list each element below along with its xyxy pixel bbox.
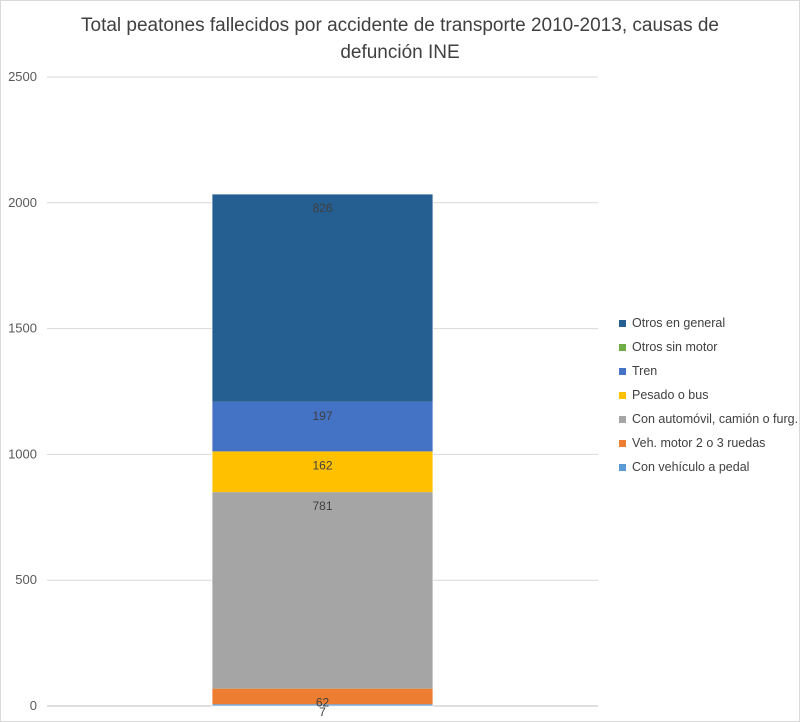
legend-item: Tren — [619, 359, 799, 383]
y-tick-label: 2500 — [8, 69, 37, 84]
y-axis-tick-labels: 0 500 1000 1500 2000 2500 — [8, 69, 37, 713]
data-label: 7 — [319, 705, 326, 719]
bar-segment-6 — [212, 193, 433, 402]
legend: Otros en general Otros sin motor Tren Pesad… — [619, 311, 799, 479]
data-label: 781 — [312, 499, 332, 513]
legend-swatch — [619, 439, 626, 447]
bar-segment-0 — [212, 704, 433, 706]
y-tick-label: 1000 — [8, 446, 37, 461]
legend-item: Pesado o bus — [619, 383, 799, 407]
legend-item: Otros en general — [619, 311, 799, 335]
legend-label: Tren — [632, 364, 658, 378]
data-labels: 762 781 162 197 826 — [312, 201, 332, 719]
bar-segment-4 — [212, 401, 433, 452]
legend-label: Otros sin motor — [632, 340, 718, 354]
legend-label: Veh. motor 2 o 3 ruedas — [632, 436, 766, 450]
data-label: 62 — [316, 696, 330, 710]
legend-item: Otros sin motor — [619, 335, 799, 359]
bar-segment-3 — [212, 451, 433, 493]
data-label: 197 — [312, 409, 332, 423]
data-label: 826 — [312, 201, 332, 215]
legend-swatch — [619, 463, 626, 471]
legend-swatch — [619, 319, 626, 327]
legend-swatch — [619, 343, 626, 351]
bar-outline — [211, 193, 434, 707]
legend-swatch — [619, 391, 626, 399]
legend-label: Pesado o bus — [632, 388, 709, 402]
legend-item: Con vehículo a pedal — [619, 455, 799, 479]
y-tick-label: 0 — [30, 698, 37, 713]
y-tick-label: 1500 — [8, 321, 37, 336]
legend-label: Con vehículo a pedal — [632, 460, 750, 474]
bar-segment-1 — [212, 688, 433, 705]
data-label: 162 — [312, 458, 332, 472]
legend-swatch — [619, 415, 626, 423]
legend-label: Otros en general — [632, 316, 726, 330]
legend-swatch — [619, 367, 626, 375]
bar-segment-2 — [212, 492, 433, 689]
legend-item: Veh. motor 2 o 3 ruedas — [619, 431, 799, 455]
stacked-bar — [211, 193, 434, 707]
chart-title: Total peatones fallecidos por accidente … — [81, 15, 719, 63]
legend-item: Con automóvil, camión o furg. — [619, 407, 799, 431]
legend-label: Con automóvil, camión o furg. — [632, 412, 799, 426]
y-tick-label: 500 — [15, 572, 37, 587]
y-tick-label: 2000 — [8, 195, 37, 210]
